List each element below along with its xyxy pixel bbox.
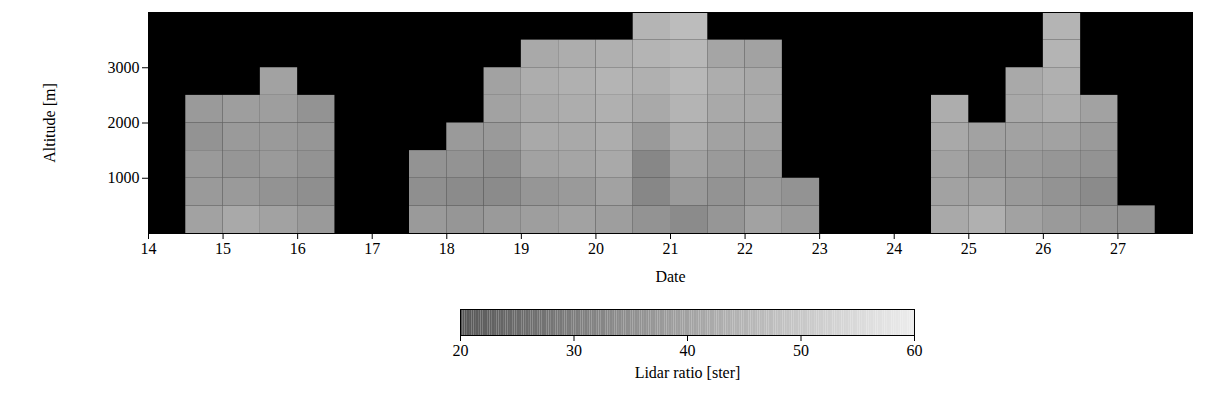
svg-text:Altitude [m]: Altitude [m] <box>41 83 58 163</box>
svg-text:1000: 1000 <box>108 169 140 186</box>
svg-text:17: 17 <box>364 240 380 257</box>
svg-text:25: 25 <box>961 240 977 257</box>
svg-text:21: 21 <box>663 240 679 257</box>
svg-text:60: 60 <box>907 342 923 359</box>
svg-text:20: 20 <box>588 240 604 257</box>
svg-text:30: 30 <box>566 342 582 359</box>
svg-text:22: 22 <box>737 240 753 257</box>
svg-text:3000: 3000 <box>108 59 140 76</box>
svg-text:Lidar ratio [ster]: Lidar ratio [ster] <box>635 364 741 381</box>
svg-text:18: 18 <box>439 240 455 257</box>
svg-text:14: 14 <box>141 240 157 257</box>
svg-text:23: 23 <box>812 240 828 257</box>
svg-text:40: 40 <box>680 342 696 359</box>
svg-text:24: 24 <box>886 240 902 257</box>
svg-text:20: 20 <box>453 342 469 359</box>
svg-text:15: 15 <box>215 240 231 257</box>
svg-text:27: 27 <box>1110 240 1126 257</box>
svg-text:16: 16 <box>290 240 306 257</box>
svg-text:26: 26 <box>1035 240 1051 257</box>
svg-text:50: 50 <box>793 342 809 359</box>
svg-text:Date: Date <box>655 268 685 285</box>
svg-text:2000: 2000 <box>108 114 140 131</box>
svg-text:19: 19 <box>513 240 529 257</box>
